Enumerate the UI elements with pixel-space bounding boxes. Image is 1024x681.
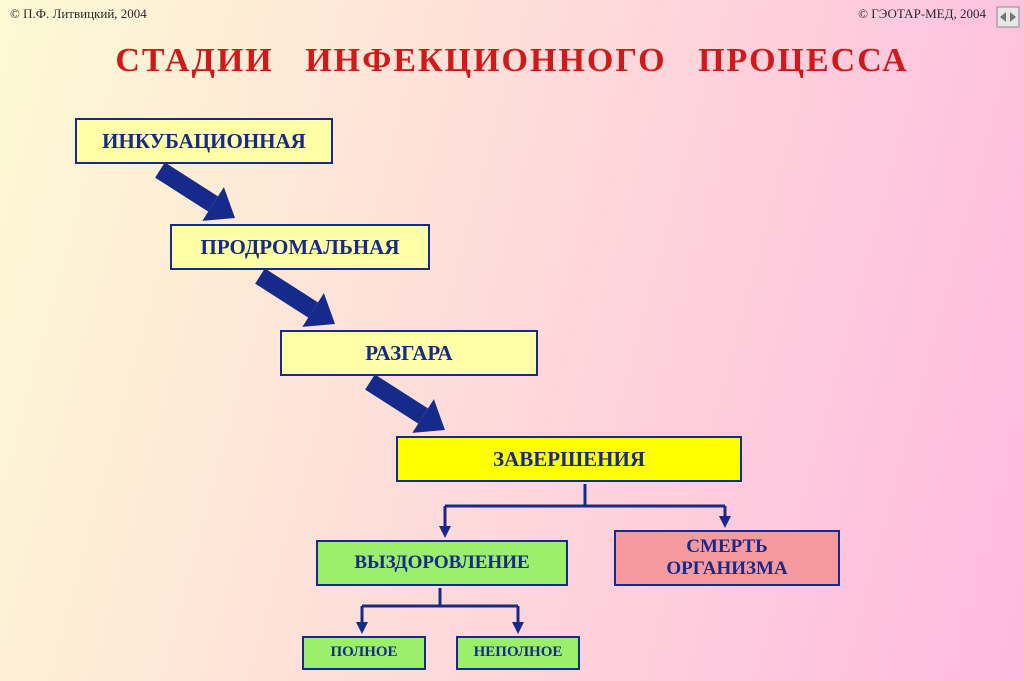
node-death: СМЕРТЬ ОРГАНИЗМА (614, 530, 840, 586)
node-recovery: ВЫЗДОРОВЛЕНИЕ (316, 540, 568, 586)
copyright-left: © П.Ф. Литвицкий, 2004 (10, 6, 147, 22)
node-prodromal: ПРОДРОМАЛЬНАЯ (170, 224, 430, 270)
slide-title: СТАДИИ ИНФЕКЦИОННОГО ПРОЦЕССА (0, 42, 1024, 80)
node-completion: ЗАВЕРШЕНИЯ (396, 436, 742, 482)
node-incubation: ИНКУБАЦИОННАЯ (75, 118, 333, 164)
nav-icon (996, 6, 1020, 28)
node-height: РАЗГАРА (280, 330, 538, 376)
node-partial: НЕПОЛНОЕ (456, 636, 580, 670)
header: © П.Ф. Литвицкий, 2004 © ГЭОТАР-МЕД, 200… (10, 6, 1014, 22)
node-full: ПОЛНОЕ (302, 636, 426, 670)
copyright-right: © ГЭОТАР-МЕД, 2004 (858, 6, 986, 22)
